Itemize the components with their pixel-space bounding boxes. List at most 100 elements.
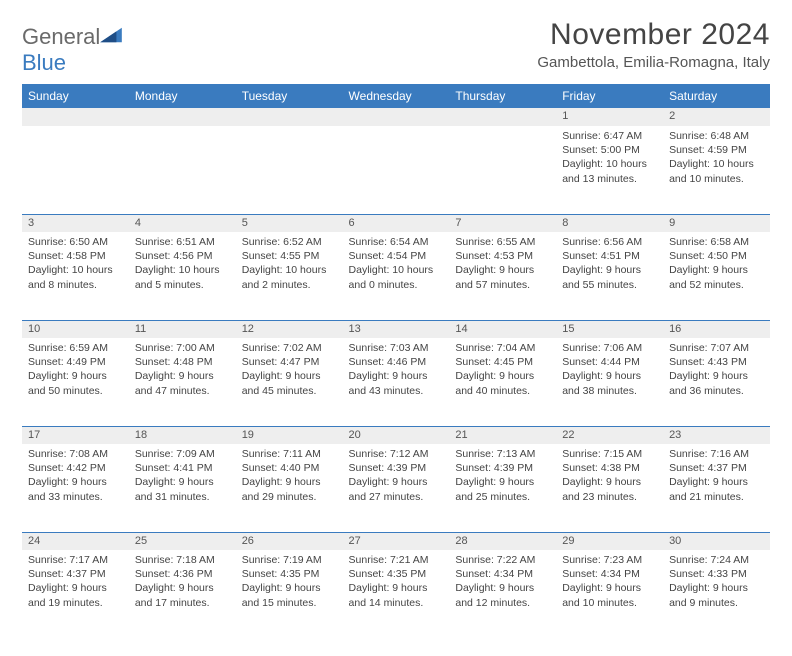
day-cell-content: Sunrise: 6:51 AMSunset: 4:56 PMDaylight:…: [129, 232, 236, 298]
day-number-cell: 5: [236, 214, 343, 232]
sunrise-text: Sunrise: 7:02 AM: [242, 341, 337, 355]
day-cell-content: [236, 126, 343, 135]
daylight-text: and 31 minutes.: [135, 490, 230, 504]
daylight-text: Daylight: 9 hours: [28, 369, 123, 383]
sunrise-text: Sunrise: 7:18 AM: [135, 553, 230, 567]
daylight-text: Daylight: 10 hours: [242, 263, 337, 277]
day-number-row: 24252627282930: [22, 532, 770, 550]
weekday-header: Wednesday: [343, 84, 450, 108]
daylight-text: and 21 minutes.: [669, 490, 764, 504]
daylight-text: Daylight: 9 hours: [28, 475, 123, 489]
daylight-text: and 25 minutes.: [455, 490, 550, 504]
sunrise-text: Sunrise: 6:50 AM: [28, 235, 123, 249]
sunrise-text: Sunrise: 7:17 AM: [28, 553, 123, 567]
sunrise-text: Sunrise: 6:55 AM: [455, 235, 550, 249]
daylight-text: and 2 minutes.: [242, 278, 337, 292]
day-number-cell: [129, 108, 236, 126]
day-number-cell: 12: [236, 320, 343, 338]
day-number-cell: 30: [663, 532, 770, 550]
daylight-text: Daylight: 9 hours: [562, 475, 657, 489]
daylight-text: Daylight: 9 hours: [135, 475, 230, 489]
daylight-text: Daylight: 9 hours: [669, 581, 764, 595]
day-cell-content: Sunrise: 7:11 AMSunset: 4:40 PMDaylight:…: [236, 444, 343, 510]
day-number-cell: 7: [449, 214, 556, 232]
calendar-table: Sunday Monday Tuesday Wednesday Thursday…: [22, 84, 770, 638]
day-number-cell: 19: [236, 426, 343, 444]
day-number-cell: 18: [129, 426, 236, 444]
day-cell-content: Sunrise: 7:02 AMSunset: 4:47 PMDaylight:…: [236, 338, 343, 404]
daylight-text: Daylight: 9 hours: [349, 369, 444, 383]
weekday-header-row: Sunday Monday Tuesday Wednesday Thursday…: [22, 84, 770, 108]
sunrise-text: Sunrise: 6:47 AM: [562, 129, 657, 143]
day-cell-content: Sunrise: 7:13 AMSunset: 4:39 PMDaylight:…: [449, 444, 556, 510]
sunrise-text: Sunrise: 7:12 AM: [349, 447, 444, 461]
sunset-text: Sunset: 4:48 PM: [135, 355, 230, 369]
daylight-text: Daylight: 9 hours: [135, 581, 230, 595]
day-number-cell: 14: [449, 320, 556, 338]
sunrise-text: Sunrise: 7:03 AM: [349, 341, 444, 355]
day-number-cell: 24: [22, 532, 129, 550]
sunrise-text: Sunrise: 7:19 AM: [242, 553, 337, 567]
daylight-text: Daylight: 9 hours: [135, 369, 230, 383]
sunset-text: Sunset: 4:34 PM: [455, 567, 550, 581]
day-number-row: 17181920212223: [22, 426, 770, 444]
sunset-text: Sunset: 4:35 PM: [242, 567, 337, 581]
sunrise-text: Sunrise: 6:56 AM: [562, 235, 657, 249]
day-cell-content: Sunrise: 6:50 AMSunset: 4:58 PMDaylight:…: [22, 232, 129, 298]
day-cell: Sunrise: 7:22 AMSunset: 4:34 PMDaylight:…: [449, 550, 556, 638]
day-number-cell: 1: [556, 108, 663, 126]
daylight-text: Daylight: 10 hours: [28, 263, 123, 277]
logo-word-2: Blue: [22, 50, 66, 75]
day-cell: Sunrise: 7:00 AMSunset: 4:48 PMDaylight:…: [129, 338, 236, 426]
weekday-header: Thursday: [449, 84, 556, 108]
day-cell: Sunrise: 7:07 AMSunset: 4:43 PMDaylight:…: [663, 338, 770, 426]
daylight-text: and 23 minutes.: [562, 490, 657, 504]
day-cell: Sunrise: 6:47 AMSunset: 5:00 PMDaylight:…: [556, 126, 663, 214]
day-cell: Sunrise: 6:59 AMSunset: 4:49 PMDaylight:…: [22, 338, 129, 426]
day-cell: Sunrise: 6:48 AMSunset: 4:59 PMDaylight:…: [663, 126, 770, 214]
day-cell: Sunrise: 7:06 AMSunset: 4:44 PMDaylight:…: [556, 338, 663, 426]
sunrise-text: Sunrise: 7:16 AM: [669, 447, 764, 461]
sunrise-text: Sunrise: 6:58 AM: [669, 235, 764, 249]
sunrise-text: Sunrise: 6:48 AM: [669, 129, 764, 143]
sunset-text: Sunset: 4:58 PM: [28, 249, 123, 263]
sunset-text: Sunset: 4:39 PM: [455, 461, 550, 475]
logo-word-1: General: [22, 24, 100, 49]
day-cell-content: Sunrise: 7:18 AMSunset: 4:36 PMDaylight:…: [129, 550, 236, 616]
day-number-row: 12: [22, 108, 770, 126]
day-cell: Sunrise: 7:09 AMSunset: 4:41 PMDaylight:…: [129, 444, 236, 532]
sunrise-text: Sunrise: 6:51 AM: [135, 235, 230, 249]
day-number-cell: 13: [343, 320, 450, 338]
day-content-row: Sunrise: 7:17 AMSunset: 4:37 PM Daylight:…: [22, 550, 770, 638]
sunset-text: Sunset: 4:37 PM: [28, 567, 123, 581]
day-cell-content: Sunrise: 7:19 AMSunset: 4:35 PMDaylight:…: [236, 550, 343, 616]
day-cell: Sunrise: 7:24 AMSunset: 4:33 PMDaylight:…: [663, 550, 770, 638]
daylight-text: and 27 minutes.: [349, 490, 444, 504]
daylight-text: and 52 minutes.: [669, 278, 764, 292]
sunset-text: Sunset: 4:51 PM: [562, 249, 657, 263]
sunset-text: Sunset: 4:45 PM: [455, 355, 550, 369]
day-cell-content: [129, 126, 236, 135]
sunrise-text: Sunrise: 7:11 AM: [242, 447, 337, 461]
sunrise-text: Sunrise: 6:52 AM: [242, 235, 337, 249]
sunset-text: Sunset: 5:00 PM: [562, 143, 657, 157]
day-cell-content: Sunrise: 6:59 AMSunset: 4:49 PMDaylight:…: [22, 338, 129, 404]
daylight-text: and 12 minutes.: [455, 596, 550, 610]
day-cell: Sunrise: 7:17 AMSunset: 4:37 PMDaylight:…: [22, 550, 129, 638]
daylight-text: Daylight: 9 hours: [562, 581, 657, 595]
sunrise-text: Sunrise: 6:59 AM: [28, 341, 123, 355]
daylight-text: and 29 minutes.: [242, 490, 337, 504]
day-cell-content: Sunrise: 7:23 AMSunset: 4:34 PMDaylight:…: [556, 550, 663, 616]
daylight-text: and 10 minutes.: [669, 172, 764, 186]
daylight-text: and 57 minutes.: [455, 278, 550, 292]
day-cell: Sunrise: 7:15 AMSunset: 4:38 PMDaylight:…: [556, 444, 663, 532]
day-cell: Sunrise: 6:54 AMSunset: 4:54 PMDaylight:…: [343, 232, 450, 320]
daylight-text: Daylight: 10 hours: [669, 157, 764, 171]
day-number-cell: [343, 108, 450, 126]
sunset-text: Sunset: 4:44 PM: [562, 355, 657, 369]
day-cell: Sunrise: 7:21 AMSunset: 4:35 PMDaylight:…: [343, 550, 450, 638]
day-cell-content: Sunrise: 6:58 AMSunset: 4:50 PMDaylight:…: [663, 232, 770, 298]
day-cell-content: Sunrise: 6:52 AMSunset: 4:55 PMDaylight:…: [236, 232, 343, 298]
day-number-cell: [449, 108, 556, 126]
day-cell-content: Sunrise: 7:00 AMSunset: 4:48 PMDaylight:…: [129, 338, 236, 404]
